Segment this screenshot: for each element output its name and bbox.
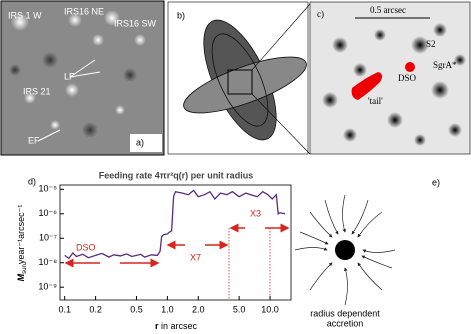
y-symbol: M — [16, 273, 26, 281]
annotation: DSO — [76, 242, 96, 252]
x-tick-label: 0.5 — [130, 304, 143, 314]
x-tick-label: 2.0 — [192, 304, 205, 314]
stars — [11, 10, 146, 130]
caption: accretion — [327, 318, 364, 328]
x-unit: in arcsec — [161, 321, 198, 331]
label: SgrA* — [433, 60, 457, 70]
label: DSO — [398, 73, 417, 83]
panel-label: b) — [177, 10, 185, 20]
panel-e: e) radius dependent accretion — [294, 177, 440, 328]
caption: radius dependent — [310, 308, 380, 318]
panel-a: IRS 1 W IRS16 NE IRS16 SW IRS 21 LF EF a… — [0, 0, 165, 156]
scale-label: 0.5 arcsec — [370, 5, 406, 15]
x-tick-label: 5.0 — [233, 304, 246, 314]
label: S2 — [426, 39, 436, 49]
chart-title: Feeding rate 4πr²q(r) per unit radius — [99, 170, 253, 180]
panel-b: b) — [167, 1, 311, 155]
label: IRS 1 W — [8, 10, 42, 20]
y-tick-label: 10⁻⁸ — [38, 257, 57, 267]
x-tick-label: 0.2 — [89, 304, 102, 314]
y-tick-label: 10⁻⁷ — [39, 233, 57, 243]
y-tick-label: 10⁻⁹ — [38, 282, 57, 292]
annotation: X3 — [250, 208, 261, 218]
label: LF — [64, 71, 75, 81]
panel-label: e) — [432, 177, 440, 187]
data-line — [64, 189, 286, 260]
x-tick-label: 0.1 — [58, 304, 71, 314]
x-tick-label: 1.0 — [161, 304, 174, 314]
y-tick-label: 10⁻⁵ — [39, 184, 58, 194]
label: 'tail' — [368, 96, 383, 106]
y-tick-label: 10⁻⁶ — [39, 208, 58, 218]
panel-d: d) Feeding rate 4πr²q(r) per unit radius… — [16, 170, 292, 331]
label: IRS 21 — [23, 86, 51, 96]
panel-label: d) — [28, 176, 36, 186]
panel-label: c) — [317, 9, 324, 19]
y-axis-label: Msunyear⁻¹arcsec⁻¹ — [16, 205, 27, 282]
y-subscript: sun — [22, 264, 28, 274]
label: EF — [28, 135, 40, 145]
x-axis-label: r in arcsec — [155, 321, 198, 331]
panel-c: c) 0.5 arcsec S2 SgrA* DSO 'tail' — [309, 1, 471, 155]
annotation: X7 — [190, 252, 201, 262]
label: IRS16 SW — [114, 18, 157, 28]
plot-frame — [59, 184, 292, 301]
y-unit: year⁻¹arcsec⁻¹ — [16, 205, 26, 265]
x-tick-label: 10.0 — [261, 304, 279, 314]
x-symbol: r — [155, 321, 159, 331]
panel-label: a) — [136, 137, 144, 147]
label: IRS16 NE — [64, 6, 104, 16]
